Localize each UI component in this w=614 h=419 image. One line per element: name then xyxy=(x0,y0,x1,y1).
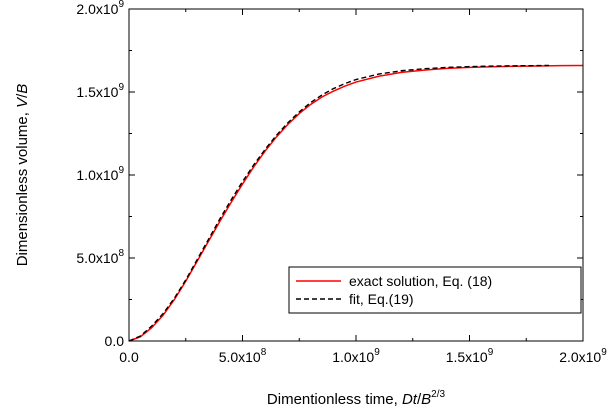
legend-label-exact: exact solution, Eq. (18) xyxy=(349,273,492,289)
x-axis-title-exp: 2/3 xyxy=(431,389,445,400)
y-axis-title: Dimensionless volume, V/B xyxy=(14,84,31,267)
legend-label-fit: fit, Eq.(19) xyxy=(349,291,414,307)
x-tick-label: 1.5x109 xyxy=(446,347,494,365)
x-axis-title: Dimentionless time, Dt/B2/3 xyxy=(267,389,446,408)
x-tick-label: 1.0x109 xyxy=(332,347,380,365)
legend-box xyxy=(288,266,582,314)
y-axis-title-base: B xyxy=(14,84,31,94)
plot-curves xyxy=(128,64,584,342)
x-tick-label: 5.0x108 xyxy=(219,347,267,365)
x-axis-title-base: B xyxy=(421,391,431,408)
y-axis-title-sep: / xyxy=(14,93,31,98)
y-tick-label: 2.0x109 xyxy=(76,0,124,17)
y-tick-label: 0.0 xyxy=(105,333,125,349)
y-axis-title-var: V xyxy=(14,96,31,108)
y-tick-label: 5.0x108 xyxy=(76,248,124,266)
x-axis-title-var: Dt xyxy=(402,391,418,408)
y-axis-ticks: 0.0 5.0x108 1.0x109 1.5x109 2.0x109 xyxy=(76,0,583,349)
y-tick-label: 1.0x109 xyxy=(76,165,124,183)
series-line-fit xyxy=(128,64,549,342)
y-tick-label: 1.5x109 xyxy=(76,82,124,100)
x-tick-label: 2.0x109 xyxy=(559,347,607,365)
legend: exact solution, Eq. (18) fit, Eq.(19) xyxy=(288,266,582,314)
x-axis-ticks: 0.0 5.0x108 1.0x109 1.5x109 2.0x109 xyxy=(119,9,607,365)
series-line-exact xyxy=(128,64,584,342)
y-axis-title-prefix: Dimensionless volume, xyxy=(14,108,31,266)
x-axis-title-prefix: Dimentionless time, xyxy=(267,391,402,408)
x-tick-label: 0.0 xyxy=(119,349,139,365)
x-axis-title-sep: / xyxy=(417,391,422,408)
